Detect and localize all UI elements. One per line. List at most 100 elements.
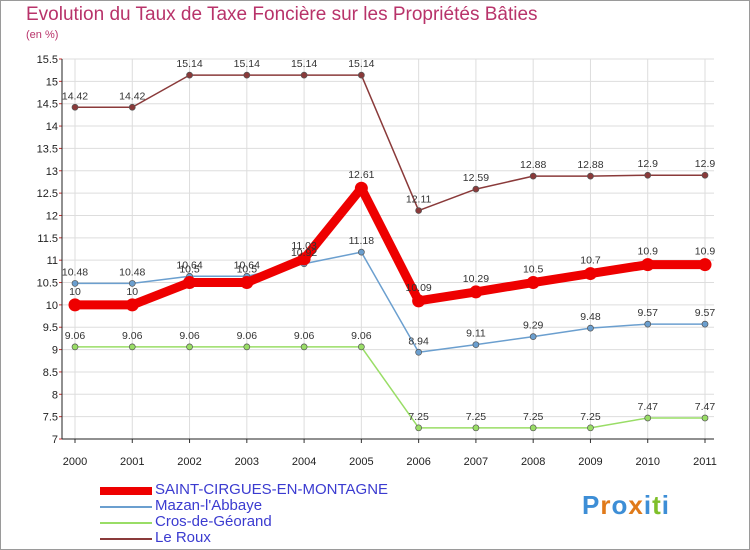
legend-label-le-roux: Le Roux [155,529,211,546]
x-tick-label-2006: 2006 [406,456,430,468]
x-tick-label-2010: 2010 [635,456,659,468]
data-label-mazan-2008: 9.29 [523,320,544,332]
data-label-saint-cirgues-2005: 12.61 [348,169,374,181]
y-tick-label-9.5: 9.5 [43,322,58,334]
point-le-roux-2005 [358,71,365,79]
logo-letter: P [582,490,601,520]
point-mazan-2010 [644,320,652,328]
point-le-roux-2002 [186,71,193,79]
series-line-le-roux [74,74,706,212]
data-label-cros-2000: 9.06 [65,330,86,342]
point-cros-2005 [358,343,365,351]
x-tick-label-2004: 2004 [292,456,316,468]
y-tick-label-14.5: 14.5 [37,99,58,111]
data-label-mazan-2010: 9.57 [638,307,659,319]
data-label-saint-cirgues-2008: 10.5 [523,264,544,276]
point-cros-2010 [644,414,652,422]
data-label-le-roux-2000: 14.42 [62,90,88,102]
y-tick-label-15: 15 [46,76,58,88]
data-label-cros-2003: 9.06 [237,330,258,342]
x-tick-label-2005: 2005 [349,456,373,468]
point-cros-2003 [243,343,251,351]
point-saint-cirgues-2010 [641,258,655,272]
point-mazan-2009 [587,324,594,332]
point-saint-cirgues-2001 [125,298,139,312]
data-label-cros-2007: 7.25 [466,411,487,423]
point-saint-cirgues-2003 [240,276,254,290]
point-le-roux-2006 [415,207,422,214]
point-le-roux-2003 [243,71,251,79]
data-label-saint-cirgues-2001: 10 [126,286,138,298]
point-cros-2009 [587,424,594,432]
y-tick-label-9: 9 [52,345,58,357]
logo-letter: x [628,490,644,520]
y-tick-label-8: 8 [52,389,58,401]
data-label-le-roux-2011: 12.9 [695,158,716,170]
point-mazan-2011 [701,320,709,328]
legend-label-mazan: Mazan-l'Abbaye [155,497,263,514]
logo-letter: o [611,490,629,520]
data-label-mazan-2003: 10.64 [234,259,260,271]
point-saint-cirgues-2009 [583,267,597,281]
point-le-roux-2007 [472,185,480,193]
point-le-roux-2009 [587,172,594,180]
logo-letter: i [643,490,653,520]
point-mazan-2005 [358,248,365,256]
point-le-roux-2000 [71,103,79,111]
data-label-cros-2002: 9.06 [179,330,200,342]
data-label-cros-2009: 7.25 [580,411,601,423]
y-tick-label-10.5: 10.5 [37,278,58,290]
data-label-le-roux-2006: 12.11 [406,194,432,206]
point-cros-2011 [701,414,709,422]
data-label-saint-cirgues-2000: 10 [69,286,81,298]
data-label-saint-cirgues-2011: 10.9 [695,246,716,258]
point-cros-2001 [128,343,136,351]
data-label-cros-2005: 9.06 [351,330,372,342]
y-tick-label-13.5: 13.5 [37,143,58,155]
legend-label-saint-cirgues: SAINT-CIRGUES-EN-MONTAGNE [155,481,389,498]
point-saint-cirgues-2006 [412,294,426,308]
logo-letter: r [600,490,612,520]
data-label-saint-cirgues-2009: 10.7 [580,255,601,267]
data-label-mazan-2011: 9.57 [695,307,716,319]
data-label-saint-cirgues-2004: 11.03 [291,240,317,252]
data-label-saint-cirgues-2003: 10.5 [237,264,258,276]
data-label-le-roux-2009: 12.88 [577,159,603,171]
data-label-mazan-2005: 11.18 [349,235,375,247]
data-label-saint-cirgues-2010: 10.9 [638,246,659,258]
data-label-le-roux-2002: 15.14 [176,58,202,70]
point-saint-cirgues-2008 [526,276,540,290]
y-tick-label-12.5: 12.5 [37,188,58,200]
x-tick-label-2011: 2011 [693,456,717,468]
point-mazan-2001 [128,280,136,287]
data-label-cros-2004: 9.06 [294,330,315,342]
point-saint-cirgues-2000 [68,298,82,312]
point-mazan-2006 [415,348,422,356]
data-label-le-roux-2007: 12.59 [463,172,489,184]
x-tick-label-2007: 2007 [464,456,488,468]
point-cros-2007 [472,424,480,432]
point-le-roux-2008 [529,172,537,180]
data-label-mazan-2001: 10.48 [119,266,145,278]
chart-title: Evolution du Taux de Taxe Foncière sur l… [26,4,538,25]
data-label-mazan-2009: 9.48 [580,311,601,323]
data-label-saint-cirgues-2006: 10.09 [405,282,431,294]
data-label-le-roux-2010: 12.9 [638,158,659,170]
data-label-saint-cirgues-2002: 10.5 [179,264,200,276]
proxiti-logo: Proxiti [582,490,670,521]
x-tick-label-2003: 2003 [235,456,259,468]
data-label-mazan-2006: 8.94 [408,335,429,347]
y-tick-label-13: 13 [46,166,58,178]
legend-swatch-cros [100,522,152,524]
point-cros-2002 [186,343,193,351]
x-tick-label-2009: 2009 [578,456,602,468]
series-line-saint-cirgues [70,183,710,310]
legend-swatch-le-roux [100,538,152,540]
data-label-mazan-2007: 9.11 [466,328,486,340]
data-label-cros-2010: 7.47 [638,401,659,413]
x-tick-label-2001: 2001 [120,456,144,468]
point-saint-cirgues-2004 [297,252,311,266]
point-le-roux-2004 [300,71,308,79]
point-mazan-2008 [529,333,537,340]
